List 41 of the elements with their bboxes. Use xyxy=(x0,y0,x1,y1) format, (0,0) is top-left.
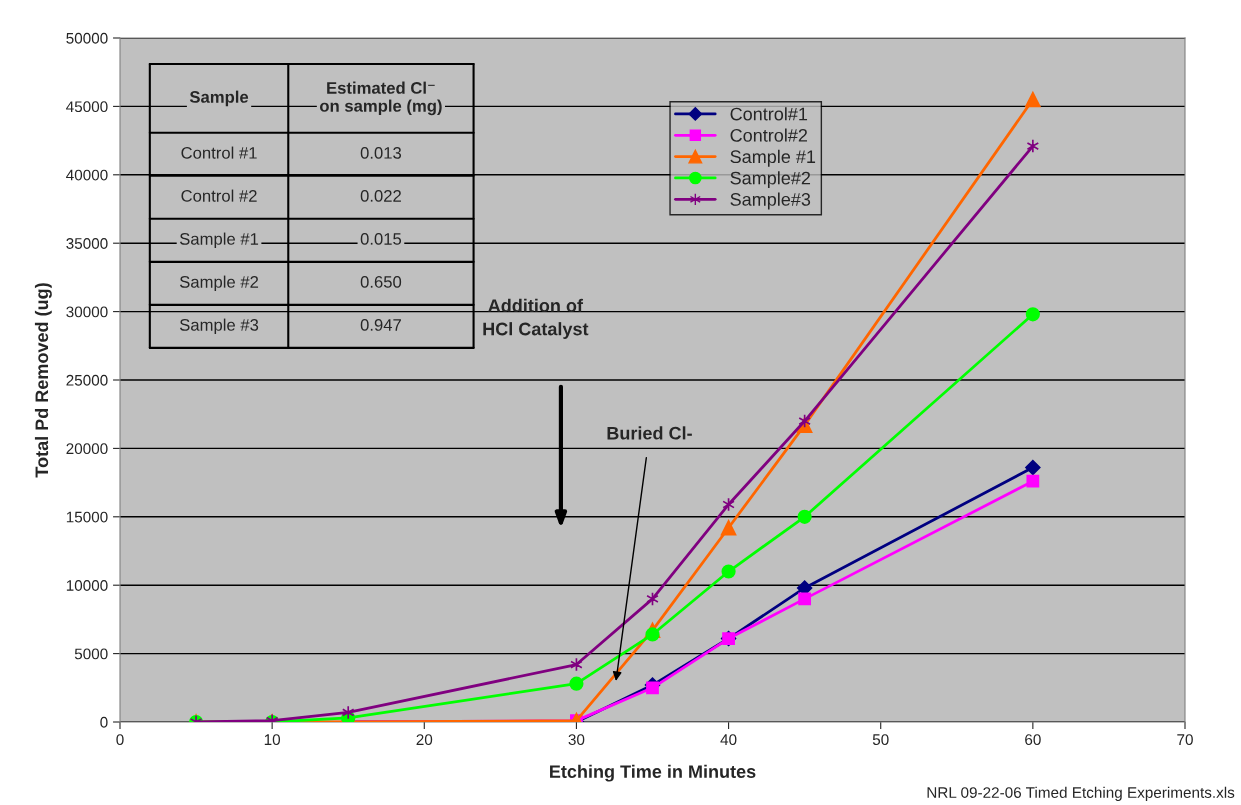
x-tick-label: 50 xyxy=(872,734,889,746)
annotation: 0.013 xyxy=(360,146,402,159)
x-tick-label: 30 xyxy=(568,734,585,746)
annotation: Addition of HCl Catalyst xyxy=(483,298,589,339)
annotation: Sample #1 xyxy=(179,232,259,249)
legend-label: Control#2 xyxy=(730,128,808,142)
annotation: 0.022 xyxy=(360,189,401,202)
y-tick-label: 5000 xyxy=(74,648,108,660)
x-tick-label: 70 xyxy=(1177,734,1193,746)
annotation: 0.650 xyxy=(360,276,402,288)
legend-label: Sample#3 xyxy=(730,192,811,210)
annotation: Sample #2 xyxy=(179,275,259,292)
x-tick-label: 60 xyxy=(1025,734,1041,746)
y-tick-label: 15000 xyxy=(66,511,108,523)
y-tick-label: 20000 xyxy=(66,443,108,455)
annotation: 0.947 xyxy=(360,319,401,331)
annotation: Control #1 xyxy=(181,146,257,159)
x-axis-title: Etching Time in Minutes xyxy=(550,764,756,782)
y-tick-label: 40000 xyxy=(66,169,108,181)
y-tick-label: 50000 xyxy=(66,32,108,44)
x-tick-label: 20 xyxy=(416,734,433,746)
y-tick-label: 0 xyxy=(100,716,108,728)
y-tick-label: 35000 xyxy=(66,238,108,249)
y-tick-label: 25000 xyxy=(66,374,108,386)
annotation: Estimated Cl⁻ on sample (mg) xyxy=(320,81,442,116)
x-tick-label: 10 xyxy=(264,734,281,746)
x-tick-label: 0 xyxy=(116,734,124,746)
annotation: Control #2 xyxy=(181,189,257,202)
legend-label: Control#1 xyxy=(730,107,808,121)
x-tick-label: 40 xyxy=(720,734,737,746)
y-axis-title: Total Pd Removed (ug) xyxy=(34,283,52,478)
y-tick-label: 30000 xyxy=(66,306,108,318)
legend-label: Sample#2 xyxy=(730,171,811,189)
text: NRL 09-22-06 Timed Etching Experiments.xls xyxy=(927,786,1235,801)
annotation: Sample xyxy=(189,90,249,107)
annotation: Buried Cl- xyxy=(607,426,692,440)
y-tick-label: 10000 xyxy=(66,580,108,591)
legend-label: Sample #1 xyxy=(730,149,816,167)
y-tick-label: 45000 xyxy=(66,101,108,113)
annotation: 0.015 xyxy=(360,233,402,245)
annotation: Sample #3 xyxy=(179,318,259,335)
